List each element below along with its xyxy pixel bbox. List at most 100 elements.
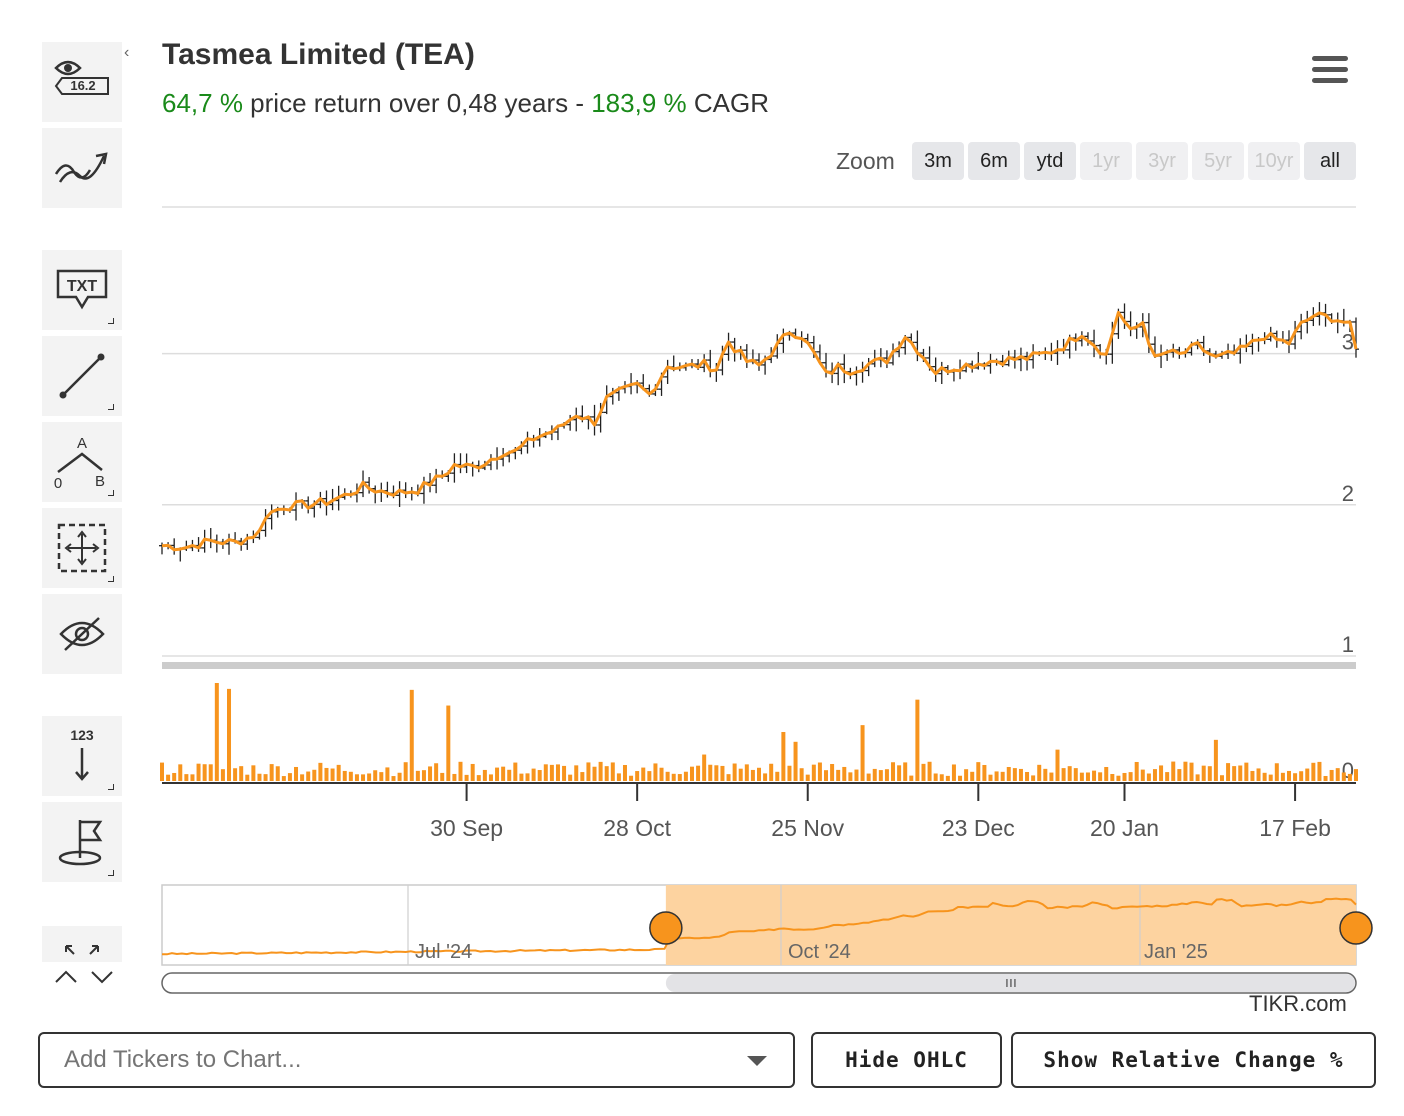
ohlc-bar [573,407,580,432]
volume-bar [574,765,579,781]
volume-bar [653,763,658,781]
volume-bar [647,771,652,781]
volume-bar [720,765,725,781]
volume-bar [1116,775,1121,781]
show-relative-change-button[interactable]: Show Relative Change % [1011,1032,1376,1088]
volume-bar [714,765,719,781]
volume-bar [598,761,603,781]
volume-bar [537,770,542,781]
volume-bar [1189,762,1194,781]
x-tick-label: 23 Dec [942,815,1015,841]
zoom-10yr-button: 10yr [1248,142,1300,180]
zoom-ytd-button[interactable]: ytd [1024,142,1076,180]
indicator-visibility-button[interactable]: 16.2 [42,42,122,122]
scroll-down-icon[interactable] [89,968,115,986]
volume-bar [1293,773,1298,781]
ohlc-bar [780,328,787,353]
ohlc-bar [938,361,945,385]
ohlc-bar [1024,351,1031,371]
compare-trend-button[interactable] [42,128,122,208]
volume-bar [921,763,926,781]
collapse-toolbar-icon[interactable]: ‹ [124,44,130,61]
ohlc-bar [372,485,379,504]
volume-bar [689,766,694,781]
volume-bar [842,766,847,781]
volume-bar [476,775,481,781]
zoom-3m-button[interactable]: 3m [912,142,964,180]
count-tool-button[interactable]: 123 [42,716,122,796]
volume-bar [866,773,871,781]
volume-bar [750,769,755,781]
volume-bar [1274,763,1279,781]
volume-bar [245,774,250,781]
navigator-left-handle[interactable] [649,911,683,945]
volume-bar [513,762,518,781]
fibonacci-tool-button[interactable]: A 0 B [42,422,122,502]
ohlc-bar [268,504,275,530]
volume-bar [263,774,268,781]
volume-bar [799,768,804,781]
volume-bar [385,767,390,781]
x-tick-label: 28 Oct [603,815,671,841]
volume-bar [933,773,938,781]
measure-tool-button[interactable] [42,508,122,588]
volume-bar [1244,762,1249,781]
zoom-all-button[interactable]: all [1304,142,1356,180]
chart-menu-icon[interactable] [1312,56,1348,88]
volume-bar [1128,772,1133,781]
navigator-right-handle[interactable] [1339,911,1373,945]
volume-bar [470,763,475,781]
volume-bar [233,768,238,781]
volume-bar [683,771,688,781]
volume-bar [1171,761,1176,781]
add-tickers-field[interactable] [38,1032,795,1088]
pane-divider[interactable] [162,662,1356,669]
fullscreen-button[interactable] [42,926,122,962]
flag-tool-button[interactable] [42,802,122,882]
volume-bar [415,770,420,781]
credit-link[interactable]: TIKR.com [1249,991,1347,1016]
add-tickers-input[interactable] [62,1034,742,1086]
line-tool-button[interactable] [42,336,122,416]
volume-bar [1177,769,1182,781]
y-tick-label: 1 [1342,632,1354,657]
volume-bar [202,764,207,781]
ohlc-bar [1237,338,1244,364]
volume-bar [178,764,183,781]
volume-bar [854,769,859,781]
volume-bar [495,767,500,781]
hide-drawings-button[interactable] [42,594,122,674]
zoom-6m-button[interactable]: 6m [968,142,1020,180]
volume-bar [769,763,774,781]
volume-bar [281,776,286,781]
volume-bar [775,771,780,781]
volume-bar [196,763,201,781]
scroll-up-icon[interactable] [53,968,79,986]
text-annotation-button[interactable]: TXT [42,250,122,330]
count-label: 123 [70,727,94,743]
volume-bar [324,767,329,781]
volume-bar [616,773,621,781]
volume-bar [397,772,402,781]
volume-bar [884,769,889,781]
volume-bar [336,764,341,781]
volume-bar [635,771,640,781]
hide-ohlc-button[interactable]: Hide OHLC [811,1032,1002,1088]
navigator-selection[interactable] [665,885,1356,965]
volume-bar [1006,766,1011,781]
volume-bar [1031,775,1036,781]
ohlc-bar [1340,308,1347,327]
ohlc-bar [402,482,409,499]
price-chart[interactable]: 3 2 1 0 30 Sep 28 Oct 25 Nov 23 Dec 20 Jan 17 Fe… [0,0,1404,1000]
zoom-label: Zoom [836,148,895,174]
volume-bar [1323,775,1328,781]
dropdown-arrow-icon[interactable] [747,1056,767,1066]
volume-bar [964,769,969,781]
volume-bar [848,772,853,781]
eye-badge-icon: 16.2 [54,60,109,95]
navigator-label: Oct '24 [788,941,851,963]
volume-bar [488,774,493,781]
volume-bar [793,741,798,781]
volume-bar [1092,770,1097,781]
volume-bar [970,771,975,781]
